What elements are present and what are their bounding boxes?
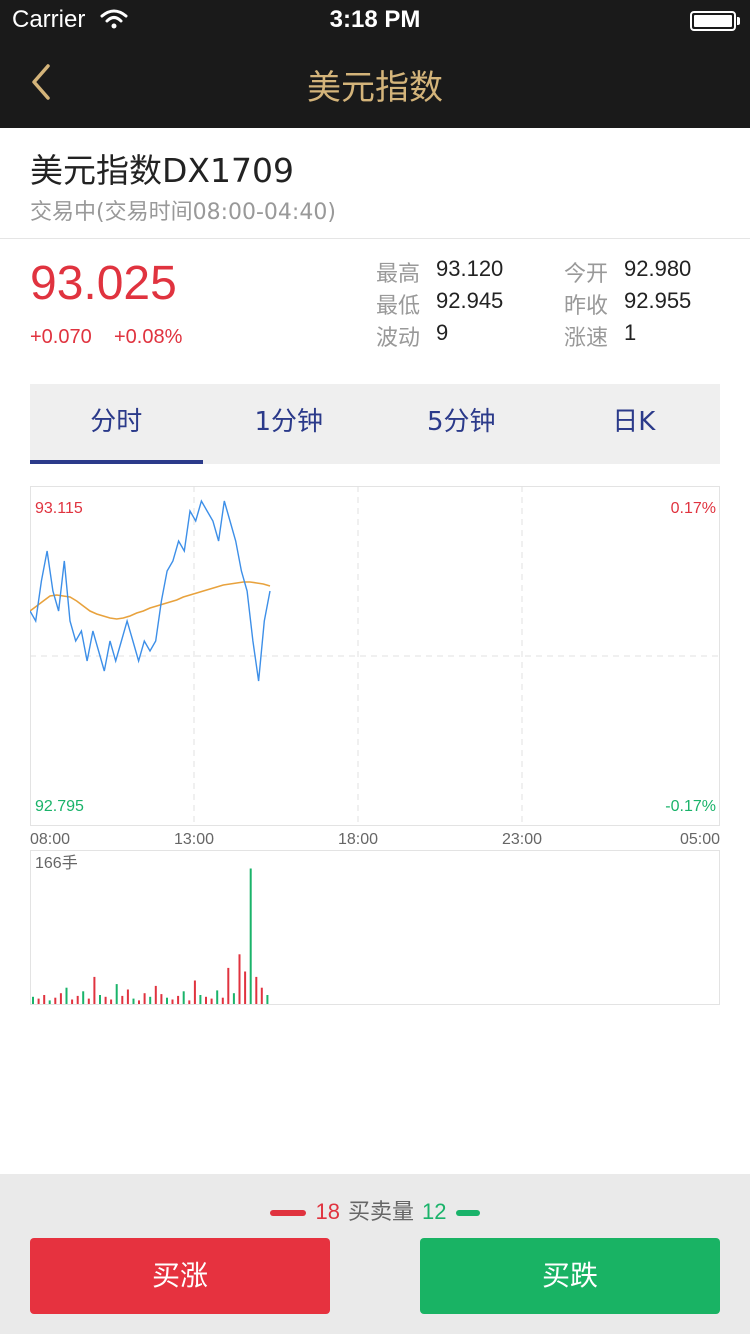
volume-bar xyxy=(166,997,168,1004)
tab-daily-k[interactable]: 日K xyxy=(612,407,656,437)
volume-bar xyxy=(121,995,124,1004)
buy-up-button[interactable]: 买涨 xyxy=(30,1238,330,1314)
speed-value: 1 xyxy=(624,320,637,345)
top-bar: Carrier 3:18 PM 美元指数 xyxy=(0,0,750,128)
volume-bar xyxy=(37,998,40,1004)
volume-bar xyxy=(266,995,269,1004)
volume-bar xyxy=(154,985,157,1004)
sell-count: 12 xyxy=(422,1199,447,1224)
volume-bar xyxy=(110,999,113,1004)
volume-max-label: 166手 xyxy=(35,854,78,872)
chevron-left-icon[interactable] xyxy=(26,60,60,104)
volume-bar xyxy=(48,1000,51,1004)
price-change: +0.070 xyxy=(30,326,92,348)
volume-panel-frame xyxy=(30,850,720,1005)
x-tick-1: 13:00 xyxy=(174,831,214,848)
volume-bar xyxy=(216,990,219,1004)
volume-bar xyxy=(104,996,107,1004)
volume-bar xyxy=(71,999,74,1004)
volume-bar xyxy=(188,1000,191,1004)
speed-label: 涨速 xyxy=(564,326,609,351)
current-price: 93.025 xyxy=(30,257,177,310)
volume-bar xyxy=(227,967,230,1004)
volume-bar xyxy=(182,991,185,1004)
x-tick-4: 05:00 xyxy=(680,831,720,848)
volume-bar xyxy=(87,998,90,1004)
chart-tabs: 分时 1分钟 5分钟 日K xyxy=(30,384,720,464)
divider xyxy=(0,238,750,239)
volume-bar xyxy=(99,995,101,1004)
prev-close-label: 昨收 xyxy=(564,294,609,319)
wifi-icon xyxy=(100,9,128,29)
average-price-line xyxy=(30,581,271,620)
volume-bar xyxy=(193,980,196,1004)
volume-bar xyxy=(93,976,96,1004)
trade-panel: 18 买卖量 12 买涨 买跌 xyxy=(0,1174,750,1334)
volume-bar xyxy=(143,993,146,1004)
status-time: 3:18 PM xyxy=(329,6,421,33)
volume-bar xyxy=(249,868,252,1004)
intraday-chart[interactable]: 93.115 92.795 0.17% -0.17% 08:00 13:00 1… xyxy=(30,486,720,1006)
volume-bar xyxy=(160,994,163,1004)
sell-volume-bar xyxy=(456,1210,481,1216)
volume-bar xyxy=(132,998,135,1004)
buy-volume-bar xyxy=(269,1210,306,1216)
volume-bar xyxy=(244,971,247,1004)
x-tick-0: 08:00 xyxy=(30,831,70,848)
low-label: 最低 xyxy=(376,294,421,319)
battery-icon xyxy=(690,11,736,31)
battery-tip xyxy=(737,17,740,25)
pct-max-label: 0.17% xyxy=(671,500,716,517)
volume-bar xyxy=(177,995,180,1004)
open-value: 92.980 xyxy=(624,256,692,281)
buy-sell-volume: 18 买卖量 12 xyxy=(0,1194,750,1226)
volume-bar xyxy=(171,999,174,1004)
volume-bar xyxy=(255,976,258,1004)
y-min-label: 92.795 xyxy=(35,798,84,815)
volume-bar xyxy=(65,987,68,1004)
volatility-value: 9 xyxy=(436,320,449,345)
volume-bar xyxy=(115,984,118,1004)
volume-bar xyxy=(199,995,202,1004)
tab-5min[interactable]: 5分钟 xyxy=(426,407,496,437)
volume-bar xyxy=(232,993,235,1004)
x-tick-2: 18:00 xyxy=(338,831,378,848)
volume-bar xyxy=(210,998,213,1004)
buy-down-button[interactable]: 买跌 xyxy=(420,1238,720,1314)
low-value: 92.945 xyxy=(436,288,504,313)
volume-bar xyxy=(126,989,129,1004)
tab-1min[interactable]: 1分钟 xyxy=(254,407,324,437)
high-value: 93.120 xyxy=(436,256,504,281)
volume-bar xyxy=(43,995,46,1004)
instrument-name: 美元指数DX1709 xyxy=(30,151,294,190)
volatility-label: 波动 xyxy=(376,326,421,351)
volume-bar xyxy=(205,996,207,1004)
pct-min-label: -0.17% xyxy=(665,798,716,815)
prev-close-value: 92.955 xyxy=(624,288,692,313)
volume-bar xyxy=(32,996,34,1004)
price-change-pct: +0.08% xyxy=(114,326,183,348)
volume-bar xyxy=(138,1000,140,1004)
buy-count: 18 xyxy=(315,1199,340,1224)
open-label: 今开 xyxy=(564,262,609,287)
status-bar: Carrier 3:18 PM xyxy=(0,0,750,40)
volume-bar xyxy=(149,996,152,1004)
volume-bar xyxy=(82,991,85,1004)
tab-timeshare[interactable]: 分时 xyxy=(30,384,203,464)
volume-label: 买卖量 xyxy=(347,1200,414,1225)
volume-bar xyxy=(76,995,79,1004)
x-tick-3: 23:00 xyxy=(502,831,542,848)
volume-bar xyxy=(221,997,224,1004)
trading-status: 交易中(交易时间08:00-04:40) xyxy=(30,200,336,225)
price-line xyxy=(30,499,271,682)
high-label: 最高 xyxy=(376,262,421,287)
volume-bars xyxy=(32,868,269,1004)
volume-bar xyxy=(59,993,62,1004)
y-max-label: 93.115 xyxy=(35,500,83,517)
volume-bar xyxy=(260,987,263,1004)
page-title: 美元指数 xyxy=(307,68,443,108)
carrier-label: Carrier xyxy=(12,6,86,33)
volume-bar xyxy=(54,997,57,1004)
volume-bar xyxy=(238,954,241,1004)
